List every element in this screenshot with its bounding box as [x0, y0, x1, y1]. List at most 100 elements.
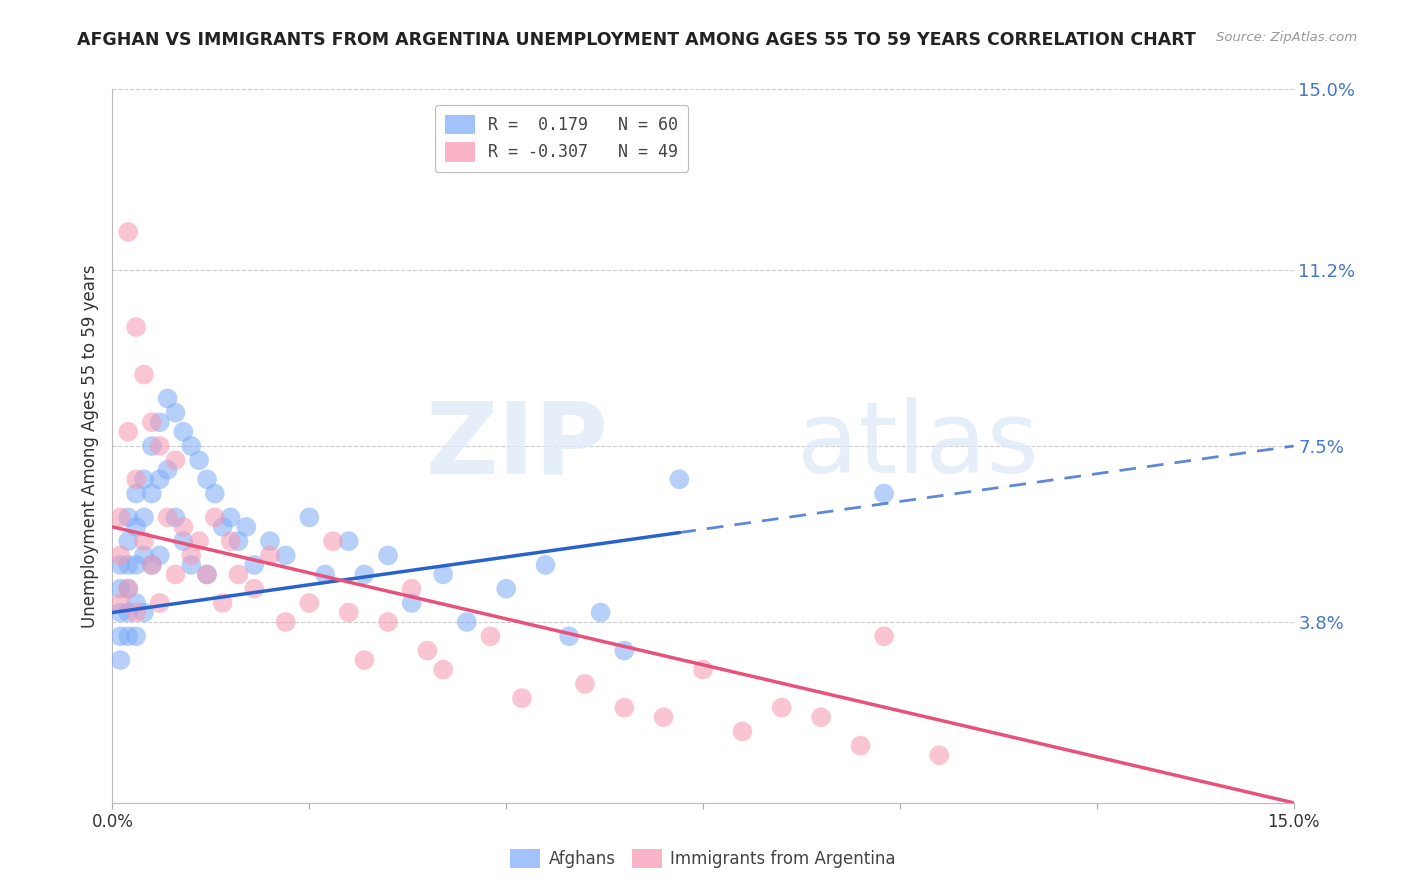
Point — [613, 643, 636, 657]
Point — [141, 415, 163, 429]
Point — [849, 739, 872, 753]
Point — [377, 615, 399, 629]
Point — [219, 534, 242, 549]
Point — [165, 510, 187, 524]
Point — [110, 510, 132, 524]
Point — [235, 520, 257, 534]
Point — [243, 582, 266, 596]
Point — [337, 534, 360, 549]
Point — [353, 653, 375, 667]
Y-axis label: Unemployment Among Ages 55 to 59 years: Unemployment Among Ages 55 to 59 years — [80, 264, 98, 628]
Point — [156, 510, 179, 524]
Point — [149, 415, 172, 429]
Point — [204, 486, 226, 500]
Point — [211, 520, 233, 534]
Point — [117, 606, 139, 620]
Point — [259, 534, 281, 549]
Point — [810, 710, 832, 724]
Point — [165, 567, 187, 582]
Point — [873, 629, 896, 643]
Point — [165, 453, 187, 467]
Point — [125, 472, 148, 486]
Point — [195, 472, 218, 486]
Point — [274, 615, 297, 629]
Point — [401, 582, 423, 596]
Point — [132, 549, 155, 563]
Point — [132, 534, 155, 549]
Point — [132, 368, 155, 382]
Point — [204, 510, 226, 524]
Point — [117, 558, 139, 572]
Point — [125, 596, 148, 610]
Text: Source: ZipAtlas.com: Source: ZipAtlas.com — [1216, 31, 1357, 45]
Point — [149, 439, 172, 453]
Point — [188, 534, 211, 549]
Point — [125, 606, 148, 620]
Point — [117, 510, 139, 524]
Point — [219, 510, 242, 524]
Point — [322, 534, 344, 549]
Point — [156, 463, 179, 477]
Point — [117, 425, 139, 439]
Point — [110, 582, 132, 596]
Legend: Afghans, Immigrants from Argentina: Afghans, Immigrants from Argentina — [503, 842, 903, 875]
Point — [125, 486, 148, 500]
Point — [117, 582, 139, 596]
Point — [574, 677, 596, 691]
Point — [125, 629, 148, 643]
Point — [125, 558, 148, 572]
Point — [377, 549, 399, 563]
Point — [195, 567, 218, 582]
Point — [172, 534, 194, 549]
Point — [731, 724, 754, 739]
Point — [165, 406, 187, 420]
Point — [589, 606, 612, 620]
Point — [180, 549, 202, 563]
Point — [141, 439, 163, 453]
Point — [613, 700, 636, 714]
Point — [110, 596, 132, 610]
Point — [692, 663, 714, 677]
Point — [243, 558, 266, 572]
Legend: R =  0.179   N = 60, R = -0.307   N = 49: R = 0.179 N = 60, R = -0.307 N = 49 — [434, 104, 688, 171]
Point — [770, 700, 793, 714]
Text: AFGHAN VS IMMIGRANTS FROM ARGENTINA UNEMPLOYMENT AMONG AGES 55 TO 59 YEARS CORRE: AFGHAN VS IMMIGRANTS FROM ARGENTINA UNEM… — [77, 31, 1197, 49]
Point — [125, 520, 148, 534]
Point — [510, 691, 533, 706]
Point — [110, 653, 132, 667]
Point — [180, 558, 202, 572]
Point — [117, 534, 139, 549]
Point — [132, 472, 155, 486]
Point — [298, 510, 321, 524]
Point — [353, 567, 375, 582]
Point — [149, 596, 172, 610]
Point — [314, 567, 336, 582]
Point — [172, 520, 194, 534]
Point — [110, 606, 132, 620]
Point — [156, 392, 179, 406]
Point — [141, 558, 163, 572]
Point — [558, 629, 581, 643]
Point — [188, 453, 211, 467]
Point — [110, 549, 132, 563]
Text: ZIP: ZIP — [426, 398, 609, 494]
Point — [228, 567, 250, 582]
Point — [211, 596, 233, 610]
Point — [110, 629, 132, 643]
Point — [479, 629, 502, 643]
Point — [337, 606, 360, 620]
Point — [180, 439, 202, 453]
Point — [117, 225, 139, 239]
Point — [141, 558, 163, 572]
Point — [432, 567, 454, 582]
Point — [534, 558, 557, 572]
Point — [432, 663, 454, 677]
Point — [456, 615, 478, 629]
Point — [117, 629, 139, 643]
Point — [668, 472, 690, 486]
Point — [274, 549, 297, 563]
Point — [172, 425, 194, 439]
Point — [110, 558, 132, 572]
Point — [416, 643, 439, 657]
Point — [873, 486, 896, 500]
